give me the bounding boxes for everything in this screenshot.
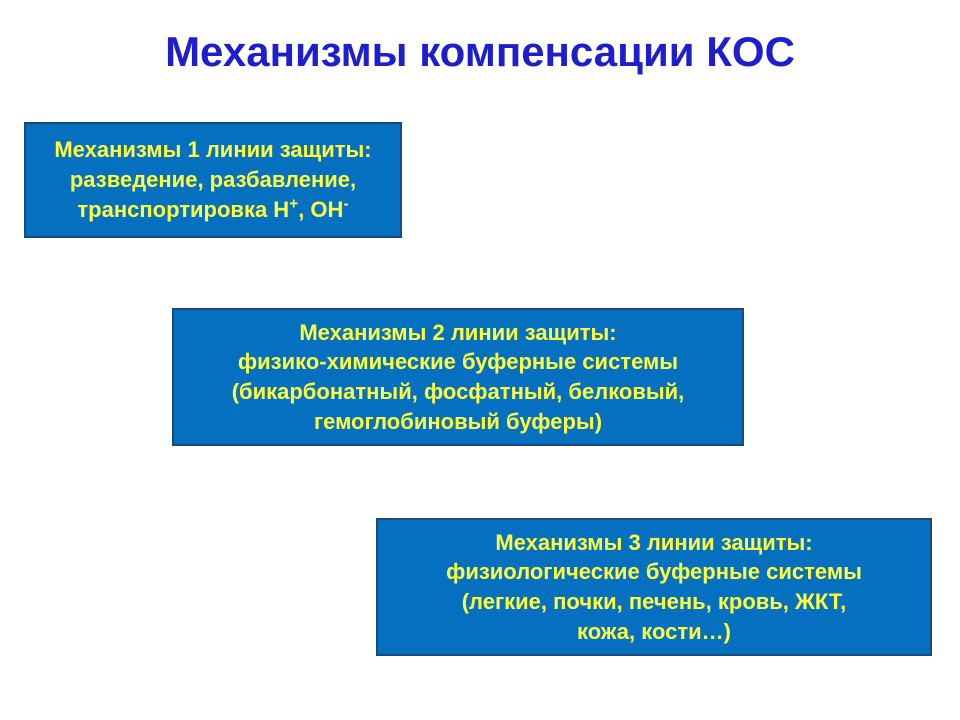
box3-line4: кожа, кости…): [577, 617, 731, 647]
box1-sup2: -: [343, 196, 348, 213]
box2-line3: (бикарбонатный, фосфатный, белковый,: [232, 377, 685, 407]
box2-line1: Механизмы 2 линии защиты:: [299, 318, 616, 348]
box2-line2: физико-химические буферные системы: [238, 347, 678, 377]
box1-sup1: +: [289, 196, 298, 213]
box3-line1: Механизмы 3 линии защиты:: [495, 528, 812, 558]
mechanism-box-1: Механизмы 1 линии защиты: разведение, ра…: [24, 122, 402, 238]
box1-line3: транспортировка Н+, ОН-: [77, 195, 348, 225]
page-title: Механизмы компенсации КОС: [0, 28, 960, 76]
mechanism-box-3: Механизмы 3 линии защиты: физиологически…: [376, 518, 932, 656]
mechanism-box-2: Механизмы 2 линии защиты: физико-химичес…: [172, 308, 744, 446]
box1-line2: разведение, разбавление,: [70, 165, 356, 195]
box1-line3-mid: , ОН: [298, 197, 343, 222]
box1-line1: Механизмы 1 линии защиты:: [54, 135, 371, 165]
box2-line4: гемоглобиновый буферы): [314, 407, 602, 437]
box3-line3: (легкие, почки, печень, кровь, ЖКТ,: [462, 587, 847, 617]
box3-line2: физиологические буферные системы: [446, 557, 862, 587]
box1-line3-pre: транспортировка Н: [77, 197, 289, 222]
